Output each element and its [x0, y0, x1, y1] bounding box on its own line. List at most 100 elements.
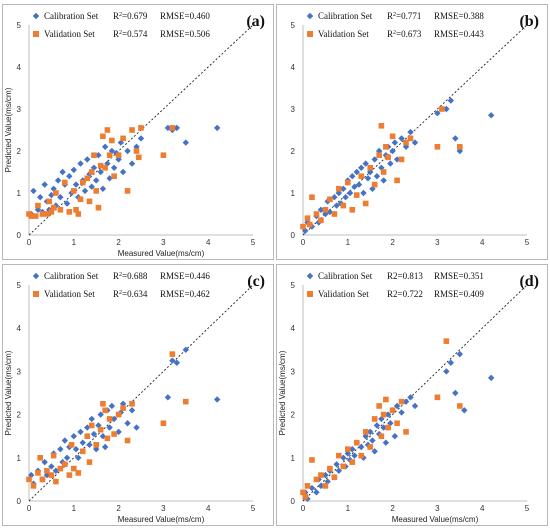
calibration-point	[95, 152, 102, 159]
calibration-point	[128, 407, 136, 414]
legend-marker-validation	[307, 291, 313, 297]
validation-point	[120, 405, 126, 411]
calibration-point	[333, 202, 340, 209]
legend-rmse: RMSE=0.351	[434, 271, 484, 281]
y-tick-label: 0	[17, 497, 22, 506]
validation-point	[115, 411, 122, 418]
validation-point	[318, 217, 324, 224]
scatter-plot-svg: 0 1 2 3 4 5 0 1 2 3 4 5 Measured Value(ms/cm) Predict…	[4, 11, 265, 258]
panel-c: 0 1 2 3 4 5 0 1 2 3 4 5 Measured Value(ms/cm) Predict…	[2, 264, 274, 526]
x-tick-label: 5	[525, 504, 530, 513]
legend-r2: R2=0.679	[113, 11, 148, 21]
calibration-point	[88, 183, 95, 190]
calibration-point	[373, 422, 381, 429]
calibration-point	[86, 441, 93, 449]
calibration-point	[77, 160, 84, 167]
calibration-point	[367, 168, 374, 176]
validation-point	[115, 152, 122, 158]
validation-point	[371, 181, 378, 188]
validation-point	[50, 204, 57, 211]
calibration-point	[324, 478, 331, 485]
validation-point	[57, 207, 64, 213]
validation-point	[169, 125, 176, 131]
validation-point	[318, 472, 324, 478]
panel-b: 0 1 2 3 4 5 0 1 2 3 4 5 (b) Calibration Set R2=0.771 RM…	[276, 4, 548, 260]
r2-label: R	[113, 11, 119, 21]
y-tick-label: 3	[17, 367, 22, 376]
y-tick-label: 1	[17, 189, 22, 198]
calibration-point	[72, 181, 80, 188]
validation-point	[109, 137, 115, 144]
validation-point	[306, 221, 313, 228]
calibration-point	[110, 415, 118, 423]
validation-point	[133, 148, 140, 154]
calibration-point	[452, 389, 459, 397]
calibration-point	[124, 147, 131, 155]
r2-label: R	[387, 29, 393, 39]
y-tick-label: 4	[17, 63, 22, 72]
r2-value: =0.722	[398, 289, 423, 299]
calibration-point	[97, 411, 104, 418]
y-axis-label: Predicted Value(ms/cm)	[278, 350, 287, 435]
validation-point	[389, 407, 396, 414]
validation-point	[100, 133, 106, 140]
y-tick-label: 5	[17, 281, 22, 290]
calibration-point	[110, 164, 118, 171]
validation-point	[358, 173, 365, 179]
x-axis-label: Measured Value(ms/cm)	[392, 515, 479, 524]
calibration-point	[411, 139, 419, 146]
calibration-point	[213, 396, 221, 403]
calibration-point	[351, 183, 358, 190]
y-tick-label: 2	[291, 411, 296, 420]
calibration-point	[106, 424, 113, 431]
validation-point	[91, 152, 97, 158]
legend-series-name: Validation Set	[318, 289, 369, 299]
calibration-point	[99, 185, 107, 192]
validation-point	[68, 442, 75, 448]
x-tick-label: 2	[116, 238, 121, 247]
calibration-point	[99, 433, 107, 440]
r2-value: =0.679	[122, 11, 148, 21]
validation-point	[100, 401, 106, 407]
validation-point	[73, 207, 79, 213]
calibration-point	[63, 454, 71, 461]
validation-point	[53, 190, 59, 196]
validation-point	[322, 483, 329, 489]
calibration-point	[88, 415, 95, 423]
y-axis-label: Predicted Value(ms/cm)	[4, 350, 13, 435]
calibration-point	[137, 135, 145, 142]
legend-series-name: Validation Set	[44, 29, 95, 39]
calibration-point	[393, 156, 401, 163]
panel-label: (b)	[519, 13, 539, 30]
validation-point	[75, 470, 82, 476]
validation-point	[75, 211, 82, 217]
calibration-point	[117, 139, 125, 146]
calibration-point	[70, 166, 77, 174]
validation-point	[135, 154, 142, 161]
validation-point	[376, 152, 382, 158]
r2-value: =0.634	[122, 289, 148, 299]
legend-rmse: RMSE=0.409	[434, 289, 484, 299]
validation-point	[88, 169, 95, 175]
calibration-point	[346, 189, 354, 197]
calibration-point	[402, 398, 410, 405]
validation-point	[53, 478, 59, 485]
calibration-point	[164, 124, 172, 132]
calibration-point	[326, 208, 334, 216]
validation-point	[129, 401, 135, 407]
legend-r2: R2=0.574	[113, 29, 148, 39]
calibration-point	[81, 187, 89, 195]
validation-point	[71, 188, 77, 194]
calibration-point	[41, 458, 48, 466]
r2-value: =0.574	[122, 29, 148, 39]
validation-point	[57, 465, 64, 472]
validation-point	[378, 123, 385, 129]
legend-series-name: Validation Set	[318, 29, 369, 39]
validation-point	[313, 476, 320, 483]
validation-point	[104, 435, 111, 442]
y-tick-label: 4	[291, 63, 296, 72]
validation-point	[457, 144, 463, 150]
panel-d: 0 1 2 3 4 5 0 1 2 3 4 5 Measured Value(ms/cm) Predict…	[276, 264, 548, 526]
legend-rmse: RMSE=0.446	[160, 271, 210, 281]
calibration-point	[387, 160, 394, 167]
